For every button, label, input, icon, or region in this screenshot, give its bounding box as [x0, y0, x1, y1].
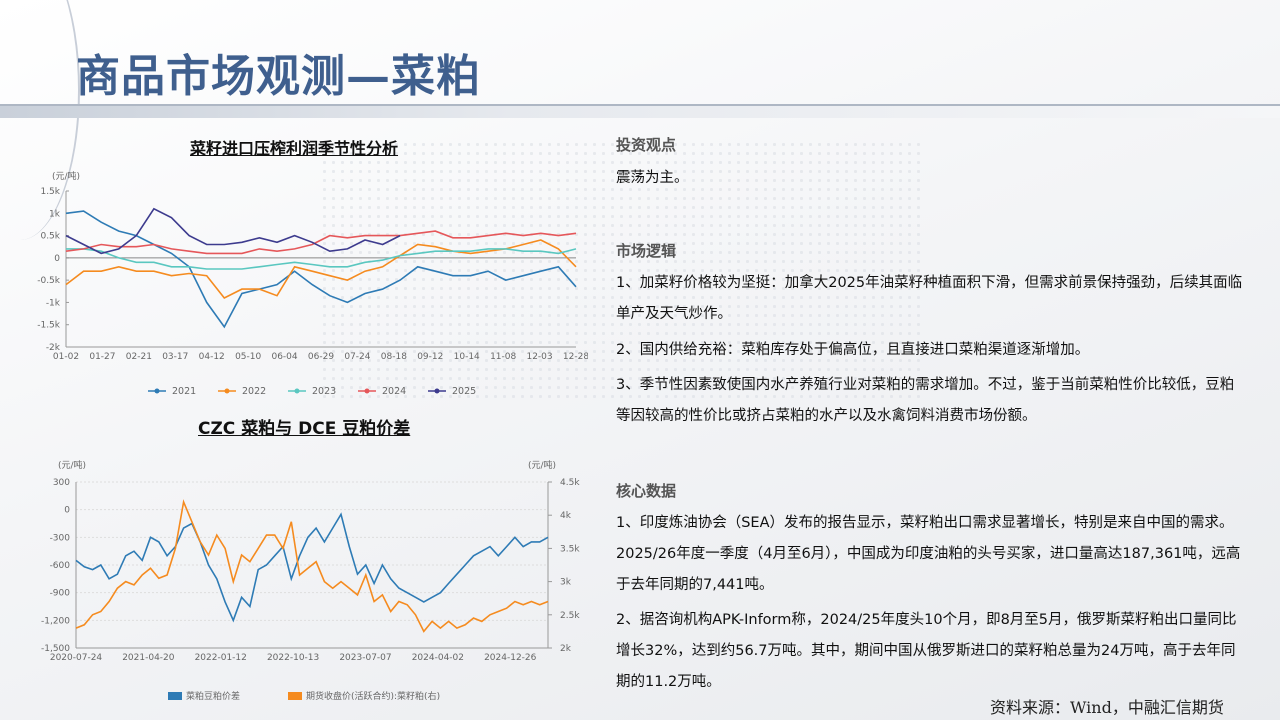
chart1-legend-dot: [154, 388, 160, 394]
source-note: 资料来源：Wind，中融汇信期货: [990, 698, 1224, 717]
chart1-x-tick: 12-28: [563, 352, 588, 362]
chart1-series-line: [66, 248, 577, 270]
chart1-legend-label: 2024: [382, 386, 406, 397]
world-map-background: [320, 140, 920, 400]
chart1-x-tick: 09-12: [417, 352, 443, 362]
chart2-y-left-tick: -1,500: [41, 644, 70, 654]
chart2-y-left-tick: 0: [64, 506, 70, 516]
chart1-x-tick: 02-21: [126, 352, 152, 362]
chart1-x-tick: 12-03: [526, 352, 552, 362]
chart1-series-line: [65, 210, 577, 329]
data-item-1: 1、印度炼油协会（SEA）发布的报告显示，菜籽粕出口需求显著增长，特别是来自中国…: [616, 515, 1241, 593]
chart1-legend-label: 2023: [312, 386, 336, 397]
chart1-x-tick: 04-12: [199, 352, 225, 362]
chart1-y-tick: -1k: [46, 298, 61, 308]
chart1-series-line: [65, 230, 577, 255]
chart2-legend-swatch: [168, 692, 182, 700]
chart1-x-tick: 05-10: [235, 352, 261, 362]
chart2-x-tick: 2023-07-07: [339, 653, 391, 663]
logic-item-1: 1、加菜籽价格较为坚挺：加拿大2025年油菜籽种植面积下滑，但需求前景保持强劲，…: [616, 275, 1243, 322]
chart1-legend-dot: [364, 388, 370, 394]
chart1-y-tick: 1.5k: [40, 187, 60, 197]
chart1-y-tick: 0.5k: [40, 232, 60, 242]
chart1-legend-dot: [224, 388, 230, 394]
chart2-y-right-tick: 2.5k: [560, 611, 580, 621]
chart1-legend-dot: [434, 388, 440, 394]
title-underline-band: [0, 104, 1280, 118]
chart1-unit-label: (元/吨): [52, 170, 80, 182]
chart1-x-tick: 11-08: [490, 352, 516, 362]
chart1-title: 菜籽进口压榨利润季节性分析: [190, 139, 399, 158]
chart2-x-tick: 2022-01-12: [195, 653, 247, 663]
chart2-y-right-tick: 2k: [560, 644, 572, 654]
chart1-x-tick: 07-24: [344, 352, 370, 362]
chart1-x-tick: 08-18: [381, 352, 407, 362]
chart1-x-tick: 10-14: [454, 352, 480, 362]
chart1-legend-label: 2021: [172, 386, 196, 397]
data-section-title: 核心数据: [616, 482, 677, 500]
chart2-legend-label: 菜粕豆粕价差: [186, 690, 240, 702]
chart2-left-unit: (元/吨): [58, 459, 86, 471]
chart2-y-left-tick: -600: [50, 561, 71, 571]
chart2-legend-label: 期货收盘价(活跃合约):菜籽粕(右): [306, 690, 440, 702]
chart1-y-tick: 0: [54, 254, 60, 264]
chart2-x-tick: 2024-12-26: [484, 653, 537, 663]
chart2-x-tick: 2020-07-24: [50, 653, 103, 663]
chart1-legend-dot: [294, 388, 300, 394]
chart2-x-tick: 2022-10-13: [267, 653, 319, 663]
chart2-x-tick: 2021-04-20: [122, 653, 175, 663]
chart1-container: (元/吨) 1.5k 1k 0.5k 0 -0.5k -1k -1.5k -2k 01-02 01-…: [28, 165, 589, 410]
chart2-container: (元/吨) (元/吨) 300 0 -300 -600 -900 -1,200 -1,500 4.…: [28, 452, 588, 710]
chart2-svg: (元/吨) (元/吨) 300 0 -300 -600 -900 -1,200 -1,500 4.…: [41, 459, 580, 702]
chart2-y-right-tick: 3k: [560, 578, 572, 588]
view-text: 震荡为主。: [616, 170, 689, 186]
chart2-series-line: [75, 499, 549, 633]
chart1-x-tick: 01-02: [53, 352, 79, 362]
chart2-y-left-tick: 300: [53, 478, 70, 488]
data-item-2: 2、据咨询机构APK-Inform称，2024/25年度头10个月，即8月至5月…: [616, 612, 1237, 690]
view-section-title: 投资观点: [616, 136, 677, 154]
chart2-y-left-tick: -1,200: [41, 616, 70, 626]
chart2-series-line: [75, 512, 549, 623]
chart2-y-right-tick: 4k: [560, 511, 572, 521]
chart1-x-tick: 03-17: [162, 352, 188, 362]
chart2-legend-swatch: [288, 692, 302, 700]
chart1-y-tick: 1k: [49, 209, 61, 219]
chart2-y-right-tick: 3.5k: [560, 544, 580, 554]
chart2-x-tick: 2024-04-02: [412, 653, 464, 663]
chart2-y-left-tick: -300: [50, 533, 71, 543]
chart2-title: CZC 菜粕与 DCE 豆粕价差: [198, 419, 411, 439]
chart2-y-left-tick: -900: [50, 589, 71, 599]
chart1-y-tick: -0.5k: [37, 276, 61, 286]
chart1-series-line: [65, 239, 577, 300]
logic-item-2: 2、国内供给充裕：菜粕库存处于偏高位，且直接进口菜粕渠道逐渐增加。: [616, 342, 1090, 358]
chart1-x-tick: 01-27: [89, 352, 115, 362]
page-title: 商品市场观测—菜粕: [76, 51, 481, 102]
chart1-legend-label: 2025: [452, 386, 476, 397]
logic-item-3: 3、季节性因素致使国内水产养殖行业对菜粕的需求增加。不过，鉴于当前菜粕性价比较低…: [616, 377, 1235, 424]
chart1-y-tick: -1.5k: [37, 321, 61, 331]
chart2-y-right-tick: 4.5k: [560, 478, 580, 488]
chart1-x-tick: 06-04: [271, 352, 297, 362]
chart1-series-line: [65, 207, 401, 255]
chart2-right-unit: (元/吨): [528, 459, 556, 471]
chart1-legend-label: 2022: [242, 386, 266, 397]
chart1-y-tick: -2k: [46, 343, 61, 353]
chart1-x-tick: 06-29: [308, 352, 334, 362]
logic-section-title: 市场逻辑: [616, 242, 677, 260]
